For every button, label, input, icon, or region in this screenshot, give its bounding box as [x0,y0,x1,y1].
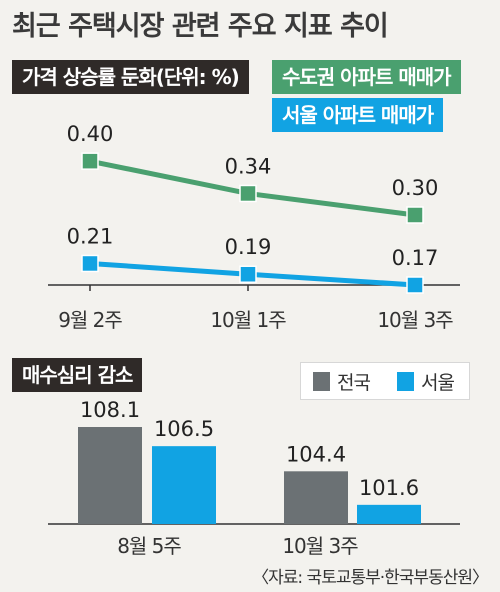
data-label: 0.17 [392,246,439,270]
bar [152,446,216,524]
data-label: 0.34 [225,154,272,178]
legend-all-label: 전국 [337,372,371,394]
bar [284,471,348,524]
bar [78,427,142,524]
data-label: 0.19 [225,235,272,259]
data-point [81,152,99,170]
buy-section-tag: 매수심리 감소 [12,358,143,392]
bar-value-label: 101.6 [359,476,419,500]
bar-value-label: 104.4 [286,442,346,466]
source-note: 〈자료: 국토교통부·한국부동산원〉 [252,568,489,588]
legend-seoul-label: 서울 [421,372,455,394]
data-point [406,276,424,294]
data-point [239,184,257,203]
bar-legend: 전국 서울 [300,362,470,400]
bar-value-label: 106.5 [154,417,214,441]
line-chart: 9월 2주 10월 1주 10월 3주 0.40 0.34 0.30 0.21 0.19 0.1… [48,122,460,332]
bar-category-label: 8월 5주 [117,534,181,558]
bar [357,504,421,524]
legend-blue-label: 서울 아파트 매매가 [272,98,444,132]
page-title: 최근 주택시장 관련 주요 지표 추이 [12,11,389,42]
x-tick-label: 9월 2주 [58,308,122,332]
x-tick-label: 10월 3주 [377,308,453,332]
data-label: 0.30 [392,176,439,200]
data-point [81,254,99,273]
bar-category-label: 10월 3주 [282,534,358,558]
x-tick-label: 10월 1주 [210,308,286,332]
bar-value-label: 108.1 [80,398,140,422]
legend-green-label: 수도권 아파트 매매가 [272,60,461,94]
legend-seoul-swatch [397,372,414,391]
data-point [239,265,257,283]
data-label: 0.40 [67,122,114,146]
data-point [406,206,424,224]
price-section-tag: 가격 상승률 둔화(단위: %) [12,60,249,94]
data-label: 0.21 [67,224,114,248]
legend-all-swatch [313,372,330,391]
